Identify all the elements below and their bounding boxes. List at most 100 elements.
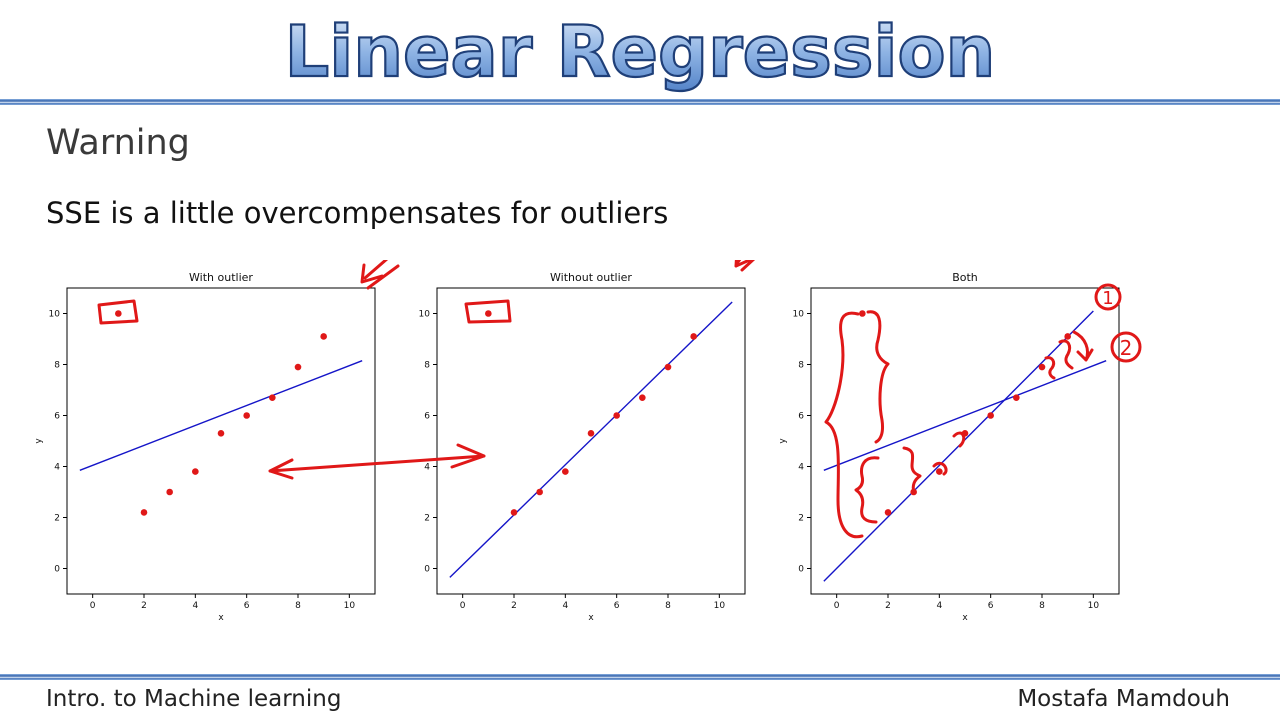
y-tick-label: 4 — [54, 463, 60, 473]
slide-title: Linear Regression — [284, 10, 997, 94]
data-point — [613, 412, 620, 419]
x-tick-label: 10 — [1088, 601, 1100, 611]
warning-statement: SSE is a little overcompensates for outl… — [46, 196, 669, 230]
chart-both: Both 0 2 4 6 8 10 0 2 4 6 8 10 x y — [778, 271, 1120, 623]
x-tick-label: 0 — [90, 601, 96, 611]
data-point — [587, 430, 595, 437]
x-tick-label: 10 — [714, 601, 726, 611]
data-point — [1038, 363, 1046, 371]
y-tick-label: 8 — [54, 361, 60, 371]
chart-without-outlier: Without outlier 0 2 4 6 8 10 0 2 4 6 8 10 x — [419, 271, 746, 623]
x-tick-label: 4 — [562, 601, 568, 611]
line-label-circle-2 — [1110, 331, 1142, 363]
y-tick-label: 2 — [54, 514, 60, 524]
x-tick-label: 6 — [244, 601, 250, 611]
y-tick-label: 4 — [424, 463, 430, 473]
y-tick-label: 6 — [424, 412, 430, 422]
data-point — [1013, 394, 1020, 401]
data-point — [485, 310, 492, 317]
x-tick-label: 0 — [460, 601, 466, 611]
x-tick-label: 2 — [885, 601, 891, 611]
curve-arrow — [1072, 330, 1094, 362]
residual-brace-large-2 — [866, 310, 890, 444]
x-tick-label: 10 — [344, 601, 356, 611]
footer-course-name: Intro. to Machine learning — [46, 686, 342, 712]
header-rule — [0, 99, 1280, 105]
data-point — [243, 412, 250, 419]
outlier-box-mark-2 — [464, 299, 512, 324]
residual-brace-right-2 — [1044, 356, 1056, 380]
slide-title-text: Linear Regression — [285, 11, 996, 93]
line-label-1: 1 — [1102, 288, 1113, 309]
chart-title: Without outlier — [550, 271, 632, 284]
x-tick-label: 8 — [665, 601, 671, 611]
data-point — [690, 333, 697, 340]
plot-frame — [66, 287, 376, 595]
data-point — [320, 333, 327, 340]
x-tick-label: 4 — [936, 601, 942, 611]
y-tick-label: 4 — [798, 463, 804, 473]
y-tick-label: 10 — [793, 310, 805, 320]
y-axis-label: y — [778, 438, 788, 444]
x-tick-label: 8 — [1039, 601, 1045, 611]
data-point — [987, 412, 994, 419]
y-tick-label: 0 — [424, 565, 430, 575]
data-point — [639, 394, 646, 401]
residual-brace-large — [824, 311, 864, 539]
x-axis-label: x — [588, 613, 594, 623]
data-point — [562, 468, 569, 475]
residual-brace-right — [1058, 339, 1074, 370]
x-tick-label: 8 — [295, 601, 301, 611]
data-point — [140, 509, 148, 516]
y-tick-label: 8 — [424, 361, 430, 371]
residual-brace-small-2 — [902, 446, 922, 494]
data-point — [115, 310, 122, 317]
y-tick-label: 2 — [424, 514, 430, 524]
chart-title: Both — [952, 271, 978, 284]
residual-brace-small-1 — [854, 456, 880, 524]
regression-line-1 — [449, 301, 733, 578]
y-tick-label: 0 — [54, 565, 60, 575]
line-label-2: 2 — [1120, 336, 1133, 360]
data-point — [294, 363, 302, 371]
data-point — [217, 430, 225, 437]
data-point — [166, 488, 173, 496]
regression-line-1 — [823, 360, 1107, 471]
footer-author: Mostafa Mamdouh — [1017, 686, 1230, 712]
x-tick-label: 2 — [511, 601, 517, 611]
data-point — [536, 488, 543, 496]
residual-tick-1 — [932, 461, 948, 476]
x-tick-label: 0 — [834, 601, 840, 611]
y-tick-label: 6 — [798, 412, 804, 422]
pointer-arrow-2 — [734, 260, 756, 272]
chart-title: With outlier — [189, 271, 253, 284]
y-tick-label: 2 — [798, 514, 804, 524]
y-tick-label: 10 — [419, 310, 431, 320]
y-tick-label: 8 — [798, 361, 804, 371]
residual-tick-2 — [952, 431, 966, 448]
data-point — [269, 394, 276, 401]
x-tick-label: 4 — [192, 601, 198, 611]
x-axis-label: x — [962, 613, 968, 623]
pointer-arrow-1 — [360, 260, 400, 290]
y-tick-label: 0 — [798, 565, 804, 575]
slide-subtitle: Warning — [46, 123, 190, 163]
data-point — [510, 509, 518, 516]
data-point — [192, 468, 199, 475]
outlier-box-mark — [97, 299, 139, 325]
y-tick-label: 6 — [54, 412, 60, 422]
data-point — [884, 509, 892, 516]
y-tick-label: 10 — [49, 310, 61, 320]
footer-rule — [0, 674, 1280, 680]
compare-arrow — [268, 443, 486, 480]
x-tick-label: 6 — [614, 601, 620, 611]
hand-annotations: 1 2 — [97, 260, 1142, 539]
regression-line-1 — [79, 360, 363, 471]
data-point — [1064, 333, 1071, 340]
x-tick-label: 2 — [141, 601, 147, 611]
x-tick-label: 6 — [988, 601, 994, 611]
y-axis-label: y — [34, 438, 44, 444]
data-point — [936, 468, 943, 475]
data-point — [664, 363, 672, 371]
